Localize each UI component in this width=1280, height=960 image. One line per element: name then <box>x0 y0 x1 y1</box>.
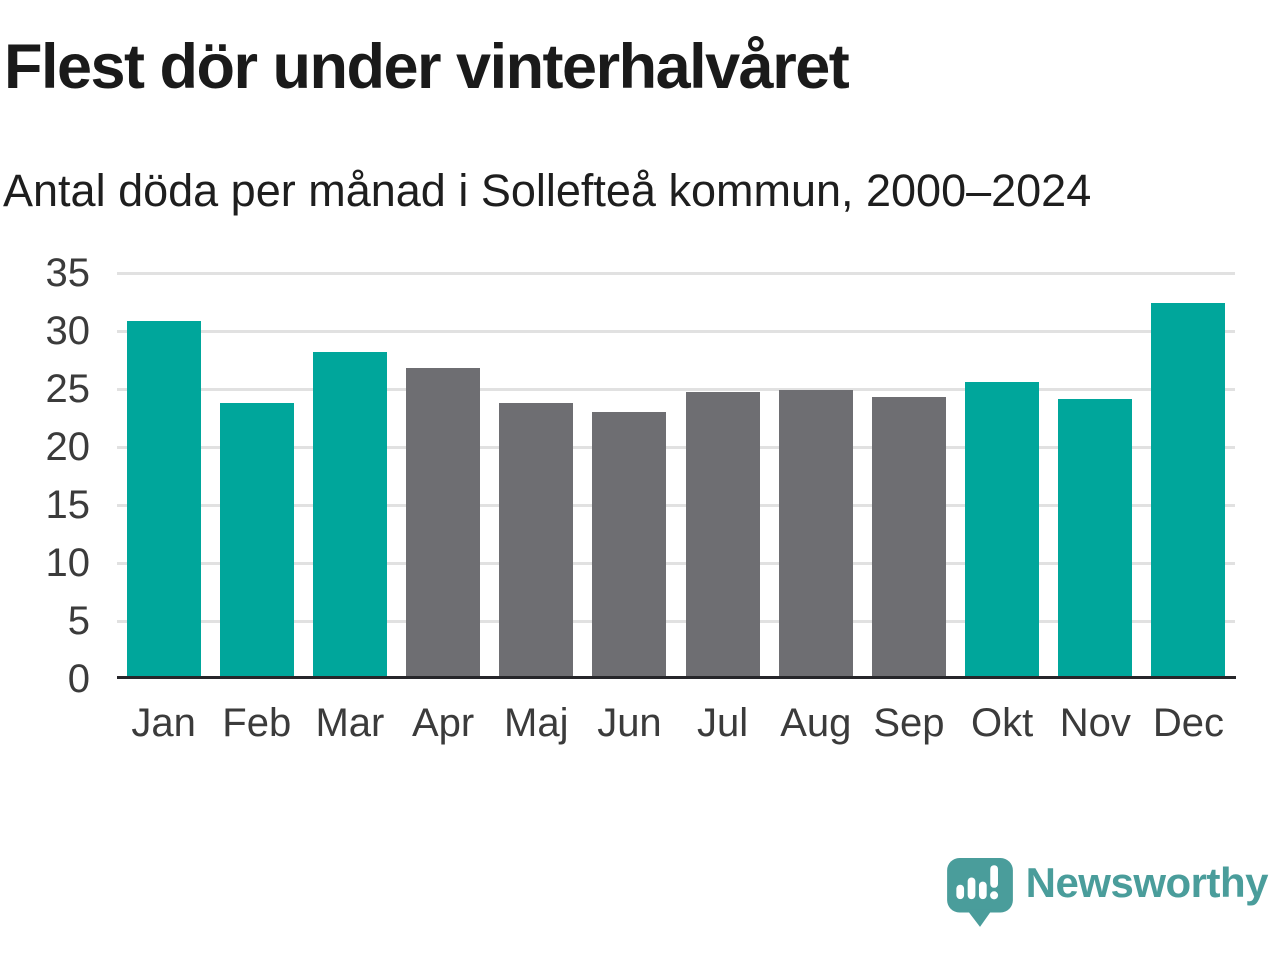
bar-slot-jul <box>676 273 769 679</box>
bar-nov <box>1058 399 1133 679</box>
gridline <box>117 503 1235 507</box>
bar-slot-dec <box>1142 273 1235 679</box>
bar-slot-mar <box>303 273 396 679</box>
y-tick-label: 25 <box>45 367 91 411</box>
chart-title: Flest dör under vinterhalvåret <box>4 32 850 102</box>
y-tick-label: 30 <box>45 309 91 353</box>
x-tick-label-maj: Maj <box>504 701 569 745</box>
chart-subtitle: Antal döda per månad i Sollefteå kommun,… <box>3 165 1092 216</box>
y-tick-label: 20 <box>45 425 91 469</box>
bar-series <box>117 273 1235 679</box>
bar-aug <box>778 390 853 679</box>
x-tick-label-okt: Okt <box>971 701 1034 745</box>
bar-slot-feb <box>210 273 303 679</box>
brand-footer: Newsworthy <box>946 858 1269 932</box>
plot-area <box>117 271 1236 679</box>
x-tick-label-dec: Dec <box>1152 701 1225 745</box>
logo-exclamation-dot <box>989 891 998 900</box>
gridline <box>117 329 1235 333</box>
x-tick-label-mar: Mar <box>315 701 385 745</box>
x-tick-label-jan: Jan <box>131 701 196 745</box>
bar-jan <box>126 320 201 679</box>
gridline <box>117 445 1235 449</box>
gridline <box>117 387 1235 391</box>
y-tick-label: 15 <box>45 483 91 527</box>
bar-slot-sep <box>862 273 955 679</box>
x-tick-label-nov: Nov <box>1059 701 1131 745</box>
bar-slot-nov <box>1049 273 1142 679</box>
bar-feb <box>219 402 294 679</box>
bar-slot-jun <box>583 273 676 679</box>
logo-bar-small <box>955 884 964 900</box>
x-tick-label-jul: Jul <box>697 701 749 745</box>
x-tick-label-sep: Sep <box>873 701 945 745</box>
bar-slot-jan <box>117 273 210 679</box>
x-tick-label-feb: Feb <box>222 701 292 745</box>
x-tick-label-aug: Aug <box>780 701 852 745</box>
y-tick-label: 35 <box>45 251 91 295</box>
logo-bar-medium <box>978 881 987 900</box>
gridline <box>117 561 1235 565</box>
y-axis: 0 5 10 15 20 25 30 35 <box>0 253 91 699</box>
x-axis-labels: Jan Feb Mar Apr Maj Jun Jul Aug Sep Okt Nov Dec <box>117 700 1235 746</box>
bar-dec <box>1151 303 1226 679</box>
bar-maj <box>499 402 574 679</box>
brand-name: Newsworthy <box>1025 859 1269 906</box>
bar-sep <box>871 397 946 679</box>
bar-slot-apr <box>397 273 490 679</box>
bar-slot-maj <box>490 273 583 679</box>
logo-bar-tall <box>967 877 975 900</box>
bar-okt <box>965 382 1040 679</box>
x-tick-label-jun: Jun <box>597 701 662 745</box>
bar-mar <box>312 351 387 679</box>
gridline <box>117 271 1235 275</box>
bar-slot-okt <box>956 273 1049 679</box>
bar-apr <box>406 368 481 679</box>
x-tick-label-apr: Apr <box>411 701 475 745</box>
bar-jun <box>592 412 667 679</box>
logo-exclamation-stem <box>989 865 998 888</box>
bar-slot-aug <box>769 273 862 679</box>
y-tick-label: 5 <box>67 599 90 643</box>
y-tick-label: 0 <box>67 657 90 701</box>
newsworthy-logo-icon <box>946 858 1013 927</box>
bar-jul <box>685 392 760 679</box>
x-axis-line <box>117 676 1236 679</box>
y-tick-label: 10 <box>45 541 91 585</box>
gridline <box>117 619 1235 623</box>
